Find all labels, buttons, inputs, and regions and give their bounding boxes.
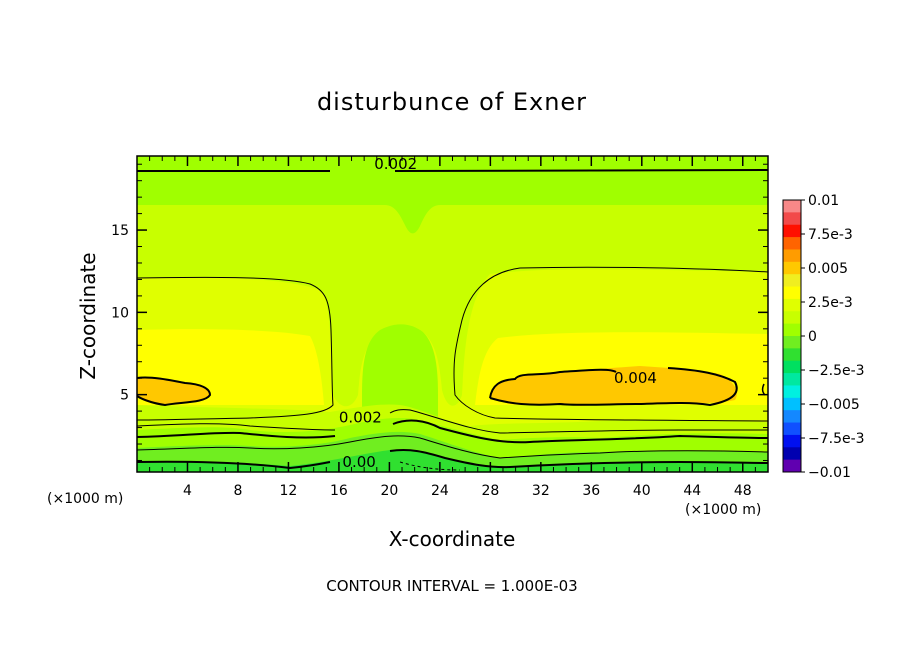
x-tick-label: 44 bbox=[683, 483, 701, 499]
colorbar-swatch bbox=[783, 385, 801, 399]
contour-label: 0.002 bbox=[374, 155, 417, 173]
colorbar-swatch bbox=[783, 373, 801, 386]
colorbar-swatch bbox=[783, 422, 801, 436]
x-tick-label: 48 bbox=[734, 483, 752, 499]
colorbar-swatch bbox=[783, 286, 801, 300]
contour-line-left-lobe bbox=[137, 276, 334, 421]
colorbar-swatch bbox=[783, 459, 801, 473]
contour-line-right-lobe bbox=[453, 266, 768, 422]
colorbar-label: 0.005 bbox=[808, 261, 848, 277]
x-tick-label: 4 bbox=[183, 483, 192, 499]
x-tick-label: 16 bbox=[330, 483, 348, 499]
colorbar-swatch bbox=[783, 298, 801, 312]
x-tick-label: 28 bbox=[481, 483, 499, 499]
chart-title: disturbunce of Exner bbox=[316, 88, 588, 116]
colorbar-label: −0.005 bbox=[808, 397, 860, 413]
contour-line-top bbox=[137, 169, 768, 172]
contour-label: 0.004 bbox=[614, 369, 657, 387]
x-tick-label: 20 bbox=[380, 483, 398, 499]
x-tick-label: 32 bbox=[532, 483, 550, 499]
y-tick-label: 5 bbox=[120, 388, 129, 404]
y-tick-label: 15 bbox=[111, 223, 129, 239]
contour-line-d bbox=[137, 448, 768, 470]
contour-label: 0.002 bbox=[339, 409, 382, 427]
colorbar-swatch bbox=[783, 249, 801, 263]
colorbar-label: −7.5e-3 bbox=[808, 431, 865, 447]
contour-interval-note: CONTOUR INTERVAL = 1.000E-03 bbox=[326, 577, 578, 595]
y-axis-ticks: 5 10 15 bbox=[111, 163, 768, 461]
colorbar-swatch bbox=[783, 323, 801, 337]
colorbar-swatch bbox=[783, 397, 801, 411]
x-tick-label: 24 bbox=[431, 483, 449, 499]
x-axis-unit-label-right: (×1000 m) bbox=[685, 502, 762, 518]
colorbar-swatch bbox=[783, 434, 801, 448]
contour-line-negative bbox=[399, 461, 461, 471]
colorbar: 0.01 7.5e-3 0.005 2.5e-3 0 −2.5e-3 −0.005 −7.5e… bbox=[782, 193, 865, 481]
contour-line-a bbox=[137, 409, 768, 434]
contour-fill-layer bbox=[137, 156, 768, 472]
x-tick-label: 8 bbox=[233, 483, 242, 499]
contour-line-left-core bbox=[137, 376, 212, 407]
colorbar-label: −0.01 bbox=[808, 465, 851, 481]
colorbar-swatch bbox=[783, 274, 801, 288]
y-tick-label: 10 bbox=[111, 305, 129, 321]
colorbar-swatch bbox=[783, 224, 801, 238]
contour-line-right-core bbox=[489, 367, 738, 407]
x-tick-label: 40 bbox=[633, 483, 651, 499]
contour-labels: 0.002 0.004 0.002 0.00 bbox=[339, 155, 657, 471]
colorbar-swatch bbox=[783, 237, 801, 250]
colorbar-swatch bbox=[783, 336, 801, 349]
colorbar-swatch bbox=[783, 212, 801, 226]
colorbar-swatch bbox=[783, 311, 801, 325]
colorbar-swatch bbox=[783, 447, 801, 461]
x-axis-title: X-coordinate bbox=[388, 527, 516, 551]
x-axis-unit-label-left: (×1000 m) bbox=[47, 491, 124, 507]
colorbar-label: −2.5e-3 bbox=[808, 363, 865, 379]
contour-line-b bbox=[137, 419, 768, 444]
colorbar-label: 0 bbox=[808, 329, 817, 345]
colorbar-swatch bbox=[783, 200, 801, 213]
colorbar-swatch bbox=[783, 410, 801, 424]
fill-dip-center bbox=[385, 205, 440, 234]
colorbar-swatch bbox=[783, 348, 801, 362]
colorbar-label: 2.5e-3 bbox=[808, 295, 853, 311]
colorbar-swatch bbox=[783, 360, 801, 374]
x-tick-label: 12 bbox=[280, 483, 298, 499]
colorbar-label: 7.5e-3 bbox=[808, 227, 853, 243]
fill-orange-right bbox=[490, 366, 737, 406]
contour-line-c bbox=[137, 435, 768, 459]
colorbar-swatch bbox=[783, 261, 801, 275]
x-tick-label: 36 bbox=[582, 483, 600, 499]
colorbar-label: 0.01 bbox=[808, 193, 839, 209]
contour-label: 0.00 bbox=[342, 453, 375, 471]
x-axis-ticks: 4 8 12 16 20 24 28 32 36 40 44 48 bbox=[149, 156, 756, 499]
